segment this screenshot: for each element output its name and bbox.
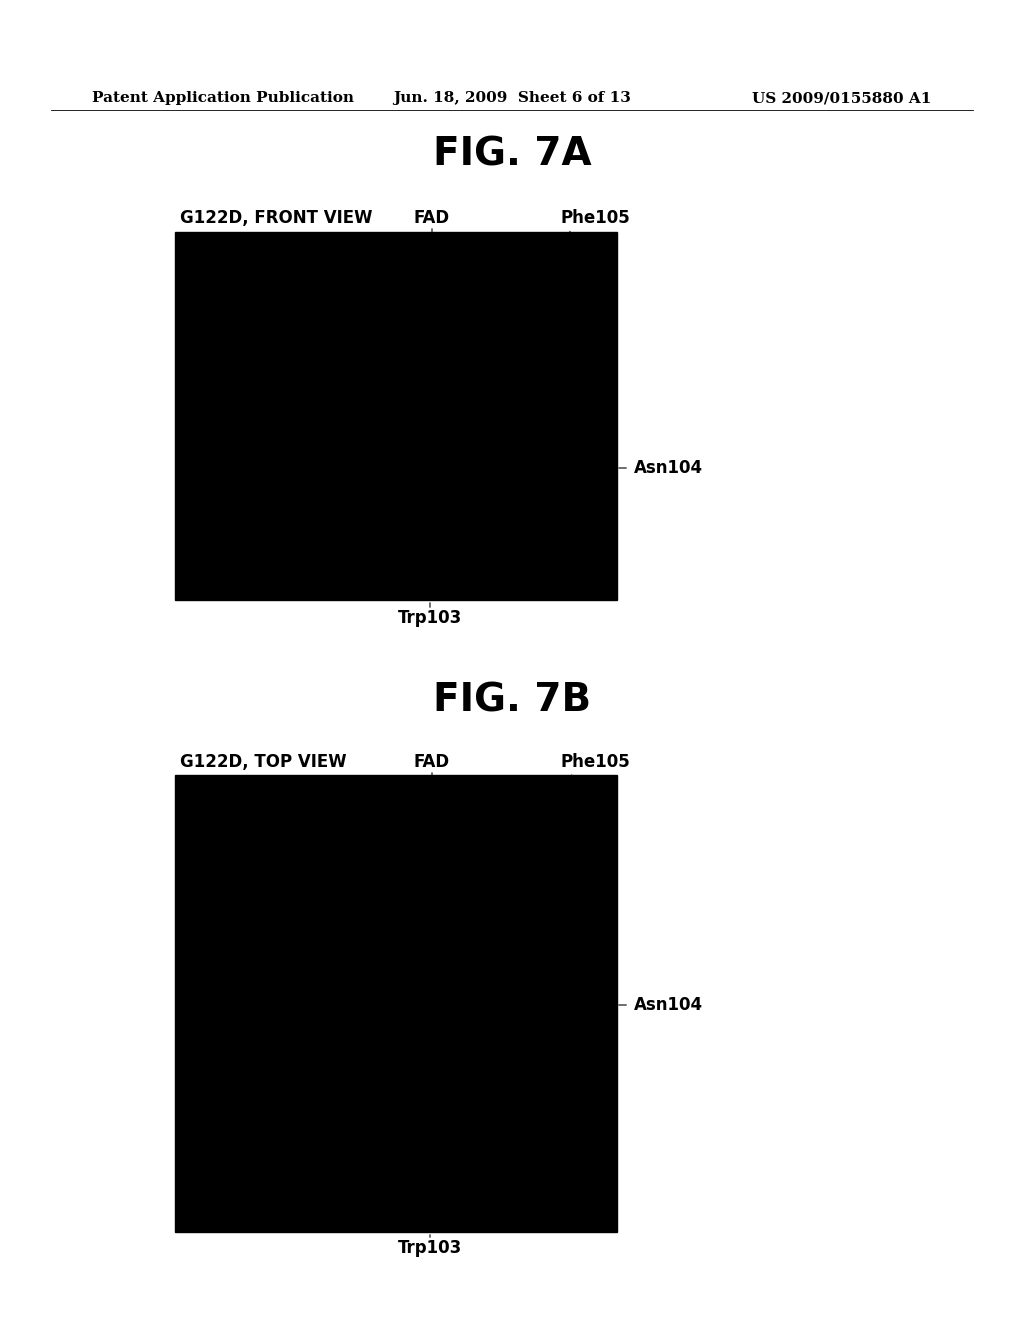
Text: FIG. 7B: FIG. 7B bbox=[433, 681, 591, 719]
Text: FAD: FAD bbox=[414, 209, 451, 227]
Text: Trp103: Trp103 bbox=[398, 609, 462, 627]
Bar bbox=[175, 232, 617, 601]
Text: Jun. 18, 2009  Sheet 6 of 13: Jun. 18, 2009 Sheet 6 of 13 bbox=[393, 91, 631, 106]
Text: G122D, TOP VIEW: G122D, TOP VIEW bbox=[180, 752, 347, 771]
Text: Trp103: Trp103 bbox=[398, 1239, 462, 1257]
Bar bbox=[175, 775, 617, 1232]
Text: Asn104: Asn104 bbox=[634, 997, 703, 1014]
Text: FIG. 7A: FIG. 7A bbox=[433, 136, 591, 174]
Text: Phe105: Phe105 bbox=[560, 209, 630, 227]
Text: G122D, FRONT VIEW: G122D, FRONT VIEW bbox=[180, 209, 373, 227]
Text: US 2009/0155880 A1: US 2009/0155880 A1 bbox=[753, 91, 932, 106]
Text: Phe105: Phe105 bbox=[560, 752, 630, 771]
Text: Patent Application Publication: Patent Application Publication bbox=[92, 91, 354, 106]
Text: FAD: FAD bbox=[414, 752, 451, 771]
Text: Asn104: Asn104 bbox=[634, 459, 703, 477]
